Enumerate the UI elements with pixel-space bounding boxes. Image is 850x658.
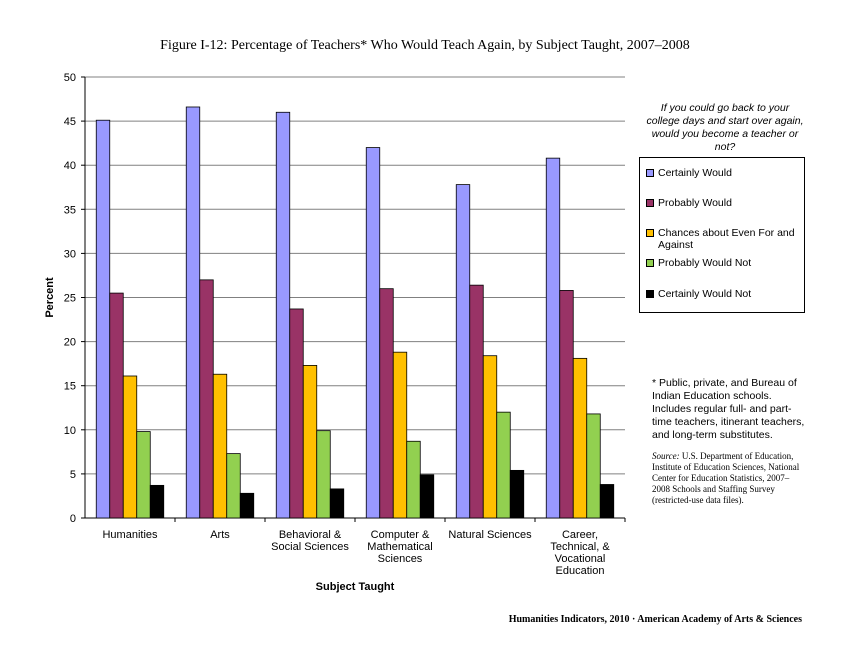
y-tick-label: 50 <box>64 72 76 84</box>
y-tick-label: 0 <box>70 513 76 525</box>
bar <box>212 373 228 519</box>
source-note: Source: U.S. Department of Education, In… <box>652 451 807 506</box>
bar <box>572 357 588 519</box>
y-tick-label: 45 <box>64 116 76 128</box>
bar <box>302 365 318 519</box>
legend-swatch <box>646 199 654 207</box>
bar <box>379 288 394 519</box>
bar <box>136 431 151 519</box>
bar <box>482 355 498 519</box>
bar <box>392 351 408 519</box>
bar <box>545 157 561 519</box>
credit-line: Humanities Indicators, 2010 · American A… <box>508 614 802 625</box>
y-tick-label: 40 <box>64 160 76 172</box>
x-tick-label: Behavioral & Social Sciences <box>271 529 349 553</box>
legend-swatch <box>646 229 654 237</box>
legend: Certainly Would Probably Would Chances a… <box>639 157 805 313</box>
bar <box>109 292 124 519</box>
source-text: U.S. Department of Education, Institute … <box>652 451 800 505</box>
legend-swatch <box>646 290 654 298</box>
x-tick-label: Arts <box>210 529 230 541</box>
y-tick-label: 5 <box>70 469 76 481</box>
legend-swatch <box>646 169 654 177</box>
bar <box>185 106 201 519</box>
bar <box>365 147 381 519</box>
y-axis-title: Percent <box>44 277 56 318</box>
bar <box>289 308 304 519</box>
bar <box>406 440 421 519</box>
bar <box>469 284 484 519</box>
bar <box>455 184 471 519</box>
bar <box>586 413 601 519</box>
x-tick-label: Career, Technical, & Vocational Education <box>550 529 610 577</box>
legend-label: Probably Would Not <box>658 257 752 269</box>
y-tick-label: 10 <box>64 425 76 437</box>
bar <box>329 488 345 519</box>
legend-question: If you could go back to your college day… <box>646 102 804 153</box>
x-tick-label: Humanities <box>102 529 158 541</box>
bar <box>559 290 574 519</box>
bar <box>149 484 165 519</box>
bar <box>239 492 255 519</box>
legend-label: Certainly Would Not <box>658 288 752 300</box>
bar <box>316 430 331 519</box>
footnote: * Public, private, and Bureau of Indian … <box>652 377 805 441</box>
x-tick-label: Natural Sciences <box>448 529 532 541</box>
x-tick-label: Computer & Mathematical Sciences <box>367 529 432 565</box>
y-tick-label: 25 <box>64 293 76 305</box>
bar <box>419 474 435 519</box>
y-tick-label: 30 <box>64 248 76 260</box>
bar <box>95 119 111 519</box>
y-tick-label: 35 <box>64 204 76 216</box>
x-axis-title: Subject Taught <box>316 581 395 593</box>
chart-title: Figure I-12: Percentage of Teachers* Who… <box>160 38 690 53</box>
bar <box>509 469 525 519</box>
legend-label: Probably Would <box>658 197 732 209</box>
bar <box>199 279 214 519</box>
bar <box>275 111 291 519</box>
source-lead: Source: <box>652 451 680 461</box>
bar <box>122 375 138 519</box>
legend-label: Chances about Even For and Against <box>658 227 795 251</box>
y-tick-label: 20 <box>64 337 76 349</box>
bar <box>226 453 241 519</box>
bar <box>496 411 511 519</box>
legend-swatch <box>646 259 654 267</box>
y-tick-label: 15 <box>64 381 76 393</box>
legend-label: Certainly Would <box>658 167 732 179</box>
bar <box>599 484 615 519</box>
